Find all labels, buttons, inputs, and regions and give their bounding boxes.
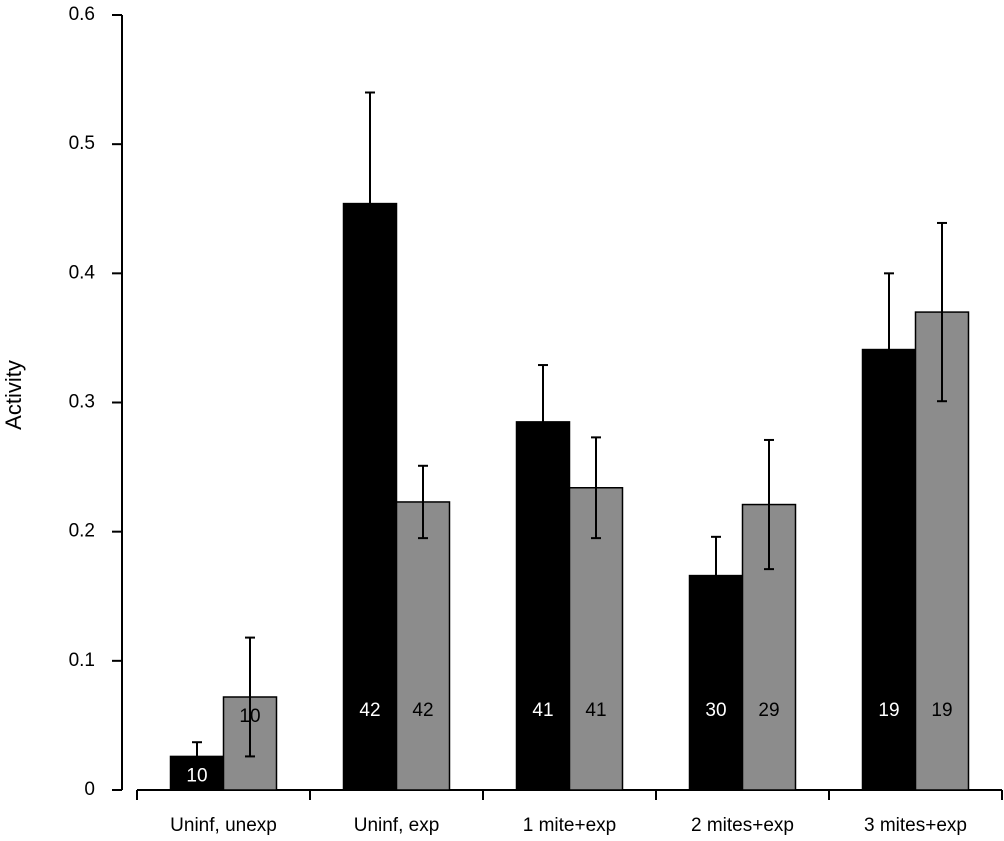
sample-size-label: 19: [878, 700, 899, 721]
error-bar: [591, 436, 601, 540]
y-axis-label: Activity: [1, 360, 26, 430]
x-tick-label: 3 mites+exp: [864, 815, 967, 836]
y-tick-label: 0: [84, 779, 95, 800]
sample-size-label: 30: [705, 700, 726, 721]
error-bar: [884, 272, 894, 427]
bar: [861, 348, 917, 791]
sample-size-label: 41: [532, 700, 553, 721]
error-bar: [937, 221, 947, 403]
bar: [395, 501, 451, 791]
error-bar: [192, 741, 202, 772]
x-tick-label: Uninf, exp: [354, 815, 440, 836]
sample-size-label: 29: [758, 700, 779, 721]
y-tick-label: 0.3: [69, 392, 95, 413]
error-bar: [245, 636, 255, 758]
y-tick-label: 0.5: [69, 133, 95, 154]
bar: [515, 421, 571, 791]
y-tick-label: 0.6: [69, 4, 95, 25]
sample-size-label: 41: [585, 700, 606, 721]
sample-size-label: 10: [239, 706, 260, 727]
x-tick-label: Uninf, unexp: [170, 815, 277, 836]
sample-size-label: 42: [359, 700, 380, 721]
sample-size-label: 42: [412, 700, 433, 721]
y-tick-label: 0.2: [69, 521, 95, 542]
error-bar: [711, 535, 721, 616]
sample-size-label: 10: [186, 765, 207, 786]
error-bar: [418, 464, 428, 540]
y-tick-label: 0.4: [69, 262, 96, 283]
error-bar: [764, 438, 774, 571]
error-bar: [365, 91, 375, 316]
error-bar: [538, 364, 548, 480]
x-tick-label: 1 mite+exp: [523, 815, 616, 836]
sample-size-label: 19: [931, 700, 952, 721]
y-tick-label: 0.1: [69, 650, 95, 671]
x-tick-label: 2 mites+exp: [691, 815, 794, 836]
